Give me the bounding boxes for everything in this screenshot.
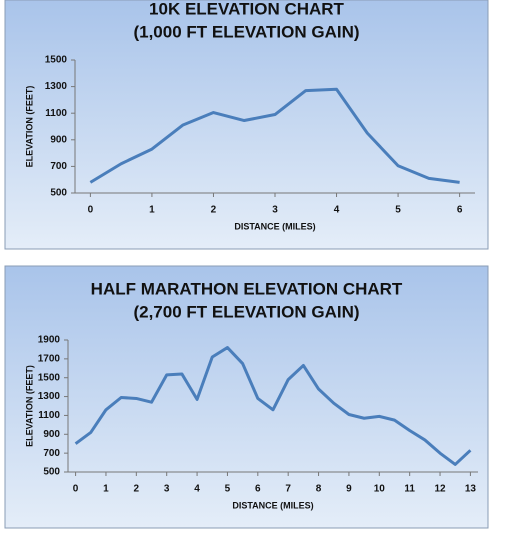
x-tick-label: 4 (334, 205, 340, 216)
x-tick-label: 6 (457, 205, 463, 216)
x-tick-label: 6 (255, 484, 261, 495)
y-tick-label: 1300 (38, 391, 61, 402)
elevation-line (74, 346, 472, 466)
chart-subtitle: (2,700 FT ELEVATION GAIN) (133, 302, 359, 321)
x-tick-label: 5 (225, 484, 231, 495)
y-tick-label: 1700 (38, 353, 61, 364)
x-tick-label: 1 (149, 205, 155, 216)
x-tick-label: 12 (434, 484, 446, 495)
y-tick-label: 900 (43, 429, 60, 440)
chart-panel (4, 265, 489, 529)
x-tick-label: 11 (404, 484, 415, 495)
y-tick-label: 1100 (45, 108, 67, 119)
x-tick-label: 2 (134, 484, 140, 495)
y-tick-label: 1500 (45, 55, 68, 66)
x-tick-label: 9 (346, 484, 352, 495)
x-tick-label: 0 (88, 205, 94, 216)
chart-title: HALF MARATHON ELEVATION CHART (91, 279, 403, 298)
x-tick-label: 5 (395, 205, 401, 216)
x-tick-label: 10 (374, 484, 386, 495)
x-tick-label: 2 (211, 205, 217, 216)
chart-subtitle: (1,000 FT ELEVATION GAIN) (133, 22, 359, 41)
x-tick-label: 4 (194, 484, 200, 495)
x-axis-label: DISTANCE (MILES) (232, 500, 313, 510)
y-tick-label: 500 (43, 467, 60, 478)
x-tick-label: 3 (272, 205, 278, 216)
y-tick-label: 700 (50, 161, 67, 172)
y-tick-label: 1300 (45, 81, 68, 92)
x-tick-label: 0 (73, 484, 79, 495)
x-tick-label: 13 (465, 484, 477, 495)
y-tick-label: 500 (50, 188, 67, 199)
x-tick-label: 3 (164, 484, 170, 495)
x-tick-label: 7 (285, 484, 291, 495)
chart-panel (4, 0, 489, 250)
x-tick-label: 1 (103, 484, 109, 495)
chart-title: 10K ELEVATION CHART (149, 0, 345, 18)
y-axis-label: ELEVATION (FEET) (24, 86, 34, 168)
y-tick-label: 1900 (38, 335, 61, 346)
x-axis-label: DISTANCE (MILES) (234, 221, 315, 231)
y-tick-label: 1500 (38, 372, 61, 383)
y-tick-label: 900 (50, 134, 67, 145)
elevation-line (89, 87, 460, 184)
y-axis-label: ELEVATION (FEET) (24, 365, 34, 447)
y-tick-label: 700 (43, 448, 60, 459)
y-tick-label: 1100 (38, 410, 60, 421)
x-tick-label: 8 (316, 484, 322, 495)
